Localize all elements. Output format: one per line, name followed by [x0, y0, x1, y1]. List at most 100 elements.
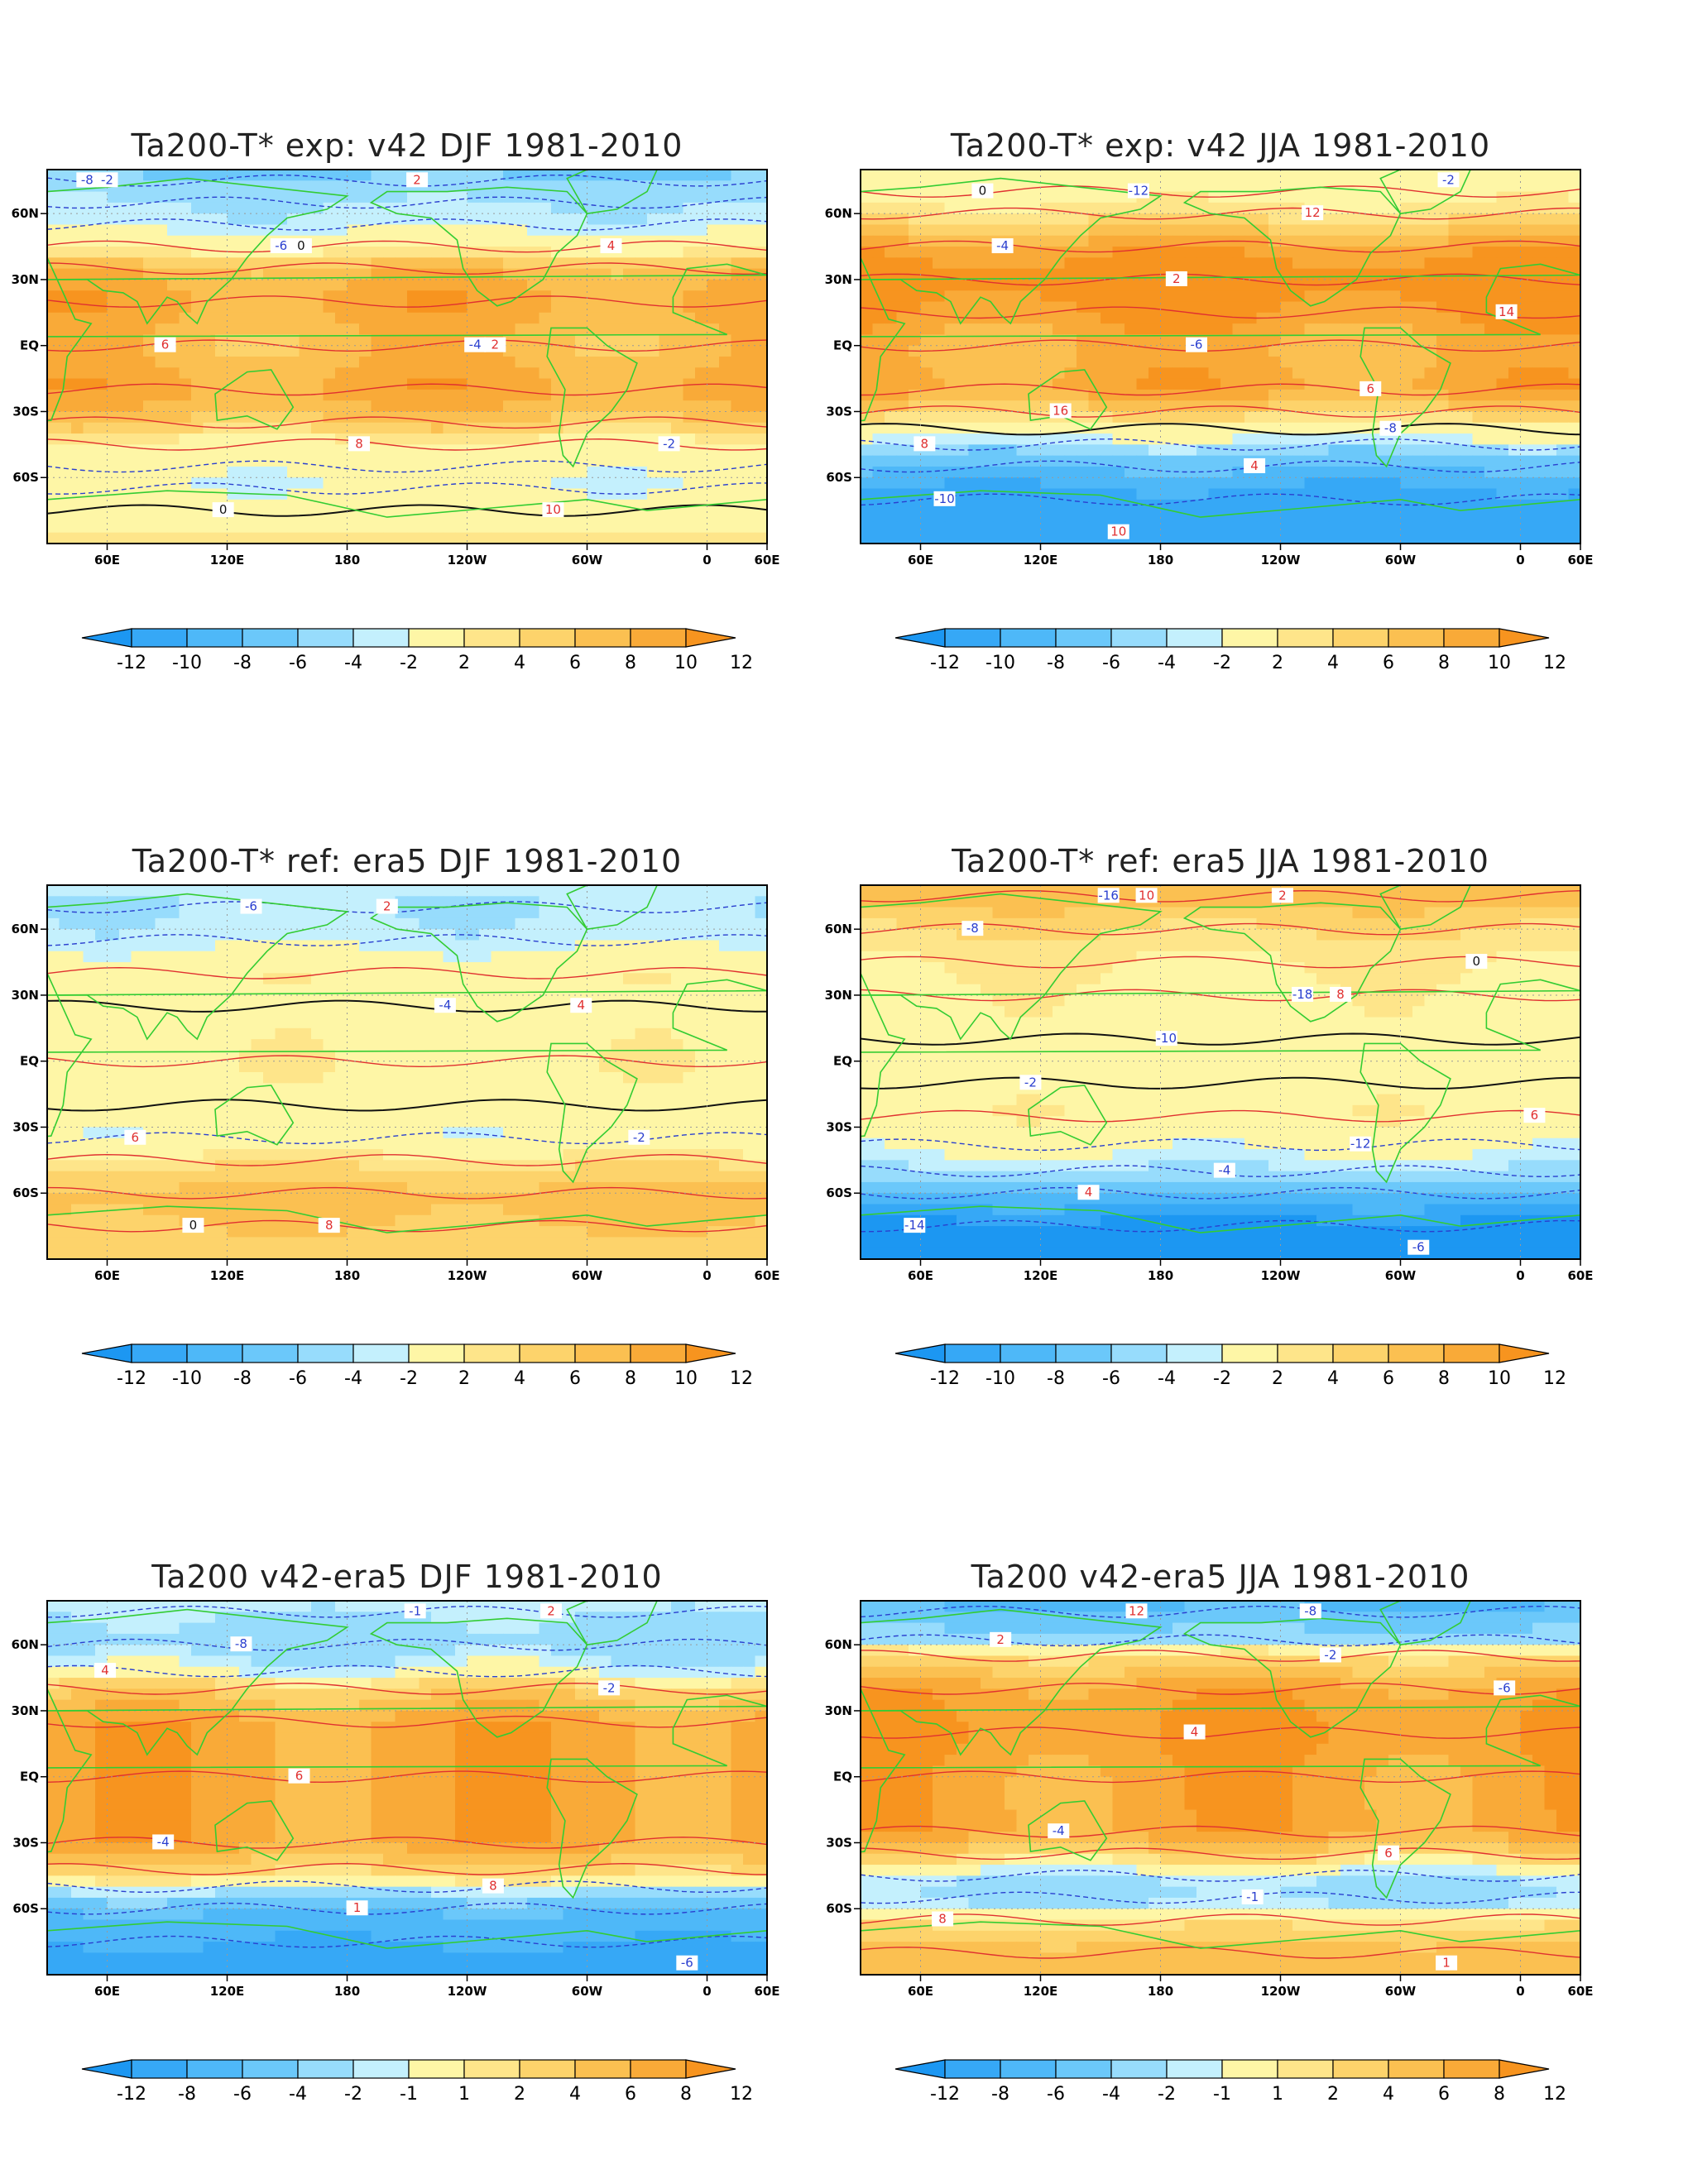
- field-cell: [551, 477, 564, 490]
- field-cell: [95, 400, 108, 413]
- field-cell: [623, 180, 636, 193]
- field-cell: [1316, 180, 1330, 193]
- field-cell: [395, 896, 408, 908]
- field-cell: [563, 907, 576, 919]
- field-cell: [59, 444, 72, 457]
- field-cell: [1172, 477, 1186, 490]
- field-cell: [419, 290, 432, 303]
- field-cell: [1388, 389, 1402, 401]
- field-cell: [527, 466, 540, 478]
- field-cell: [239, 929, 252, 941]
- field-cell: [143, 290, 156, 303]
- field-cell: [407, 444, 420, 457]
- contour-line: [47, 460, 767, 473]
- field-cell: [143, 400, 156, 413]
- field-cell: [1496, 477, 1509, 490]
- field-cell: [743, 279, 756, 291]
- field-cell: [1484, 268, 1498, 280]
- field-cell: [1208, 499, 1221, 511]
- field-cell: [1077, 191, 1090, 204]
- field-cell: [1268, 279, 1282, 291]
- field-cell: [203, 202, 216, 214]
- field-cell: [419, 389, 432, 401]
- field-cell: [83, 455, 96, 467]
- field-cell: [1005, 532, 1018, 544]
- field-cell: [191, 411, 204, 424]
- field-cell: [1268, 477, 1282, 490]
- field-cell: [575, 962, 588, 974]
- field-cell: [1256, 488, 1269, 500]
- field-cell: [215, 367, 228, 380]
- field-cell: [1064, 202, 1077, 214]
- field-cell: [920, 389, 933, 401]
- field-cell: [1412, 521, 1426, 534]
- field-cell: [203, 213, 216, 226]
- field-cell: [683, 466, 696, 478]
- field-cell: [383, 170, 396, 181]
- field-cell: [539, 345, 552, 357]
- field-cell: [944, 290, 957, 303]
- field-cell: [287, 951, 300, 963]
- field-cell: [933, 378, 946, 390]
- field-cell: [479, 521, 492, 534]
- colorbar-tick-label: 4: [514, 653, 525, 673]
- field-cell: [1328, 290, 1341, 303]
- field-cell: [885, 345, 898, 357]
- field-cell: [251, 378, 264, 390]
- field-cell: [1005, 411, 1018, 424]
- field-cell: [611, 929, 624, 941]
- field-cell: [251, 466, 264, 478]
- field-cell: [671, 907, 684, 919]
- field-cell: [1016, 357, 1029, 368]
- field-cell: [1376, 323, 1389, 336]
- field-cell: [1160, 334, 1173, 347]
- field-cell: [191, 951, 204, 963]
- field-cell: [503, 521, 516, 534]
- field-cell: [1412, 367, 1426, 380]
- field-cell: [957, 521, 970, 534]
- field-cell: [275, 312, 288, 324]
- field-cell: [1077, 235, 1090, 247]
- field-cell: [515, 257, 528, 270]
- field-cell: [419, 521, 432, 534]
- field-cell: [1388, 279, 1402, 291]
- field-cell: [551, 202, 564, 214]
- field-cell: [611, 224, 624, 237]
- field-cell: [503, 885, 516, 897]
- field-cell: [311, 477, 324, 490]
- field-cell: [1448, 224, 1461, 237]
- field-cell: [479, 235, 492, 247]
- field-cell: [407, 334, 420, 347]
- field-cell: [239, 378, 252, 390]
- field-cell: [47, 929, 60, 941]
- field-cell: [1352, 510, 1365, 523]
- field-cell: [359, 357, 372, 368]
- field-cell: [431, 279, 444, 291]
- field-cell: [957, 290, 970, 303]
- field-cell: [479, 257, 492, 270]
- field-cell: [647, 994, 660, 1007]
- field-cell: [1208, 334, 1221, 347]
- field-cell: [287, 984, 300, 996]
- field-cell: [287, 191, 300, 204]
- field-cell: [647, 213, 660, 226]
- field-cell: [491, 357, 504, 368]
- field-cell: [659, 367, 672, 380]
- field-cell: [1172, 213, 1186, 226]
- field-cell: [872, 170, 885, 181]
- field-cell: [719, 466, 732, 478]
- field-cell: [383, 951, 396, 963]
- field-cell: [371, 917, 384, 930]
- field-cell: [131, 994, 144, 1007]
- field-cell: [1544, 411, 1557, 424]
- field-cell: [1220, 224, 1234, 237]
- field-cell: [263, 455, 276, 467]
- contour-label-box: [971, 183, 994, 199]
- field-cell: [1556, 367, 1570, 380]
- field-cell: [275, 367, 288, 380]
- field-cell: [503, 411, 516, 424]
- field-cell: [647, 962, 660, 974]
- field-cell: [1016, 422, 1029, 434]
- field-cell: [155, 907, 168, 919]
- field-cell: [155, 962, 168, 974]
